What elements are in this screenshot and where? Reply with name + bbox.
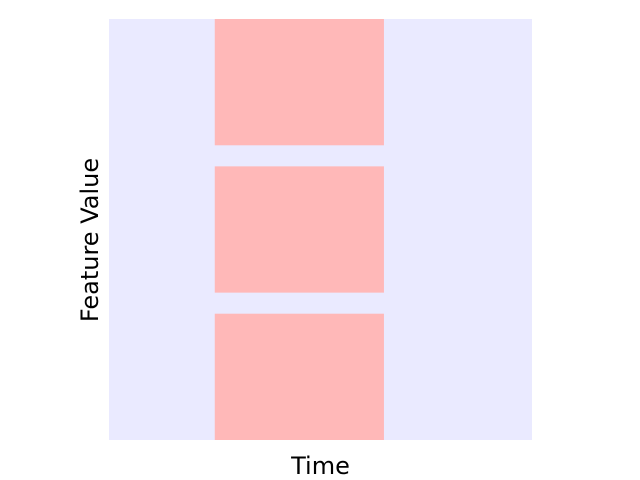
heatmap-block-top xyxy=(214,19,384,146)
plot-area xyxy=(109,19,532,440)
heatmap-block-bottom xyxy=(214,313,384,440)
x-axis-label: Time xyxy=(291,452,350,480)
y-axis-label: Feature Value xyxy=(76,157,104,323)
heatmap-block-middle xyxy=(214,166,384,293)
